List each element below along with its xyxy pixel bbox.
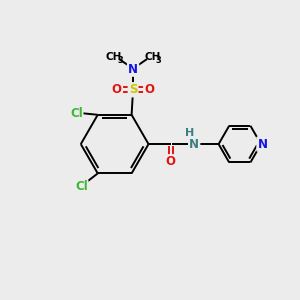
Text: N: N xyxy=(257,138,268,151)
Text: S: S xyxy=(129,83,137,96)
Text: H: H xyxy=(185,128,194,138)
Text: N: N xyxy=(128,63,138,76)
Text: N: N xyxy=(189,138,199,151)
Text: CH: CH xyxy=(144,52,160,62)
Text: 3: 3 xyxy=(156,56,162,65)
Text: O: O xyxy=(166,155,176,168)
Text: 3: 3 xyxy=(118,56,123,65)
Text: O: O xyxy=(112,83,122,96)
Text: O: O xyxy=(144,83,154,96)
Text: Cl: Cl xyxy=(70,107,83,120)
Text: CH: CH xyxy=(106,52,122,62)
Text: Cl: Cl xyxy=(75,180,88,193)
